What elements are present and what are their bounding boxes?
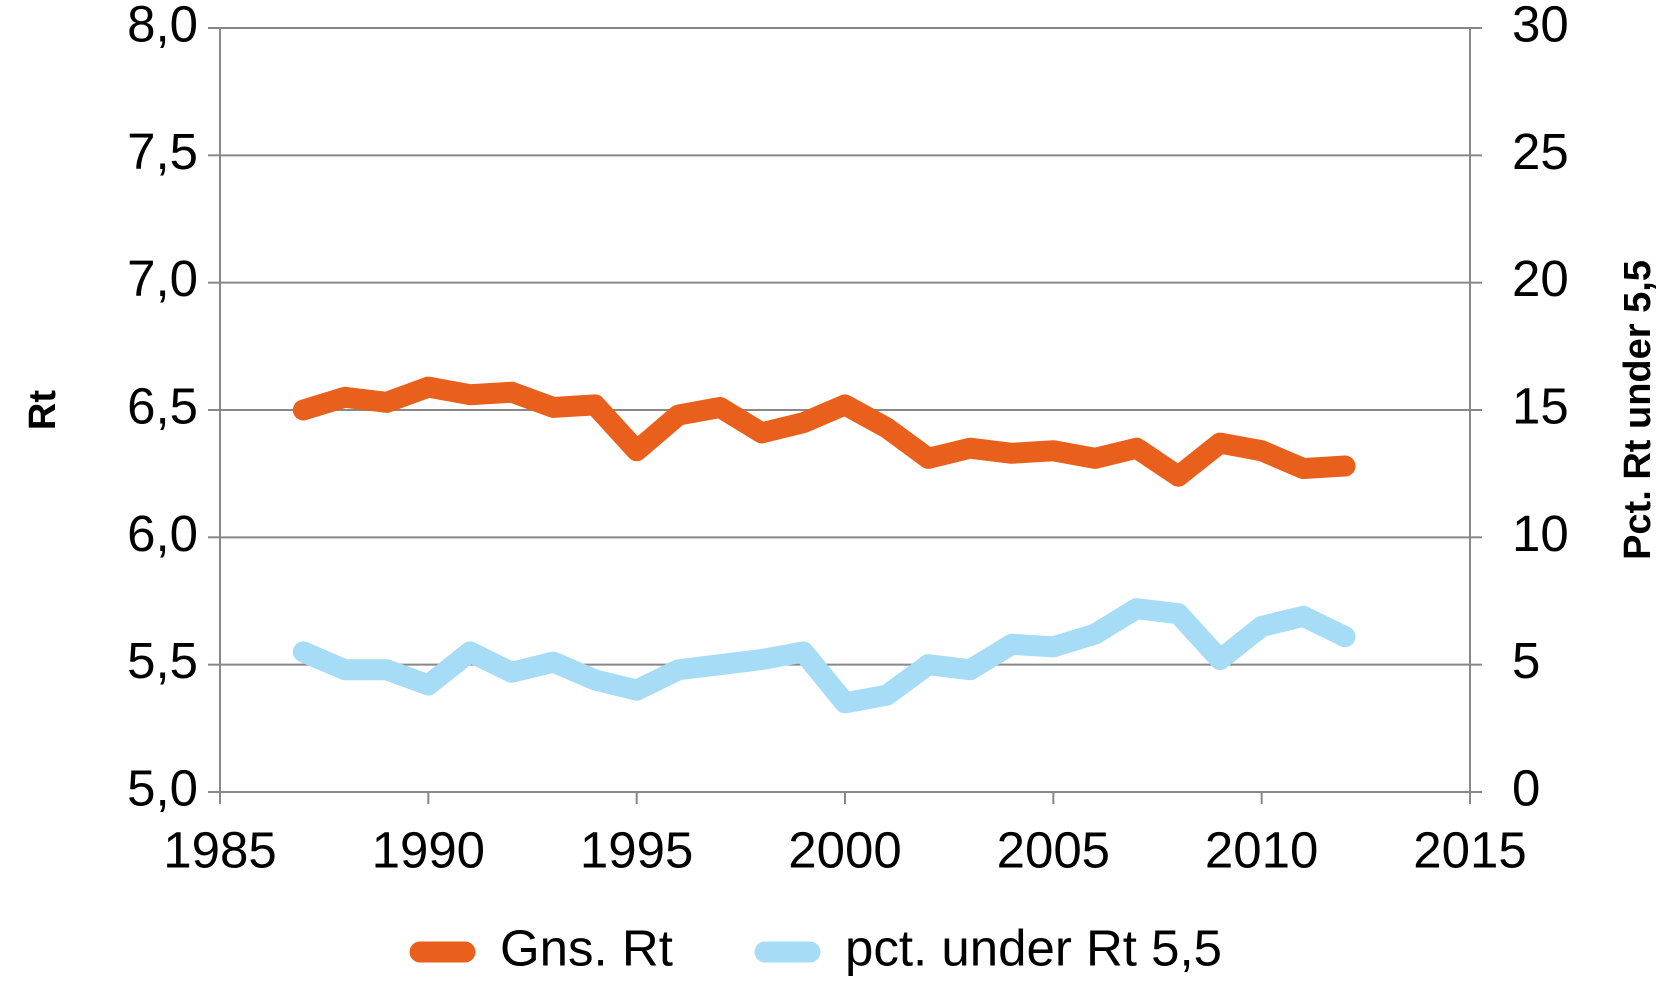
y2-tick-label: 10 — [1512, 505, 1569, 562]
y-axis-title: Rt — [22, 390, 64, 430]
y-tick-label: 7,0 — [127, 250, 198, 307]
x-tick-label: 2000 — [788, 821, 901, 878]
y2-tick-label: 0 — [1512, 759, 1540, 816]
x-tick-label: 2015 — [1413, 821, 1526, 878]
y-tick-label: 7,5 — [127, 123, 198, 180]
y-tick-label: 6,0 — [127, 505, 198, 562]
y-tick-label: 6,5 — [127, 377, 198, 434]
x-tick-label: 1990 — [372, 821, 485, 878]
y-tick-label: 5,0 — [127, 759, 198, 816]
y2-tick-label: 5 — [1512, 632, 1540, 689]
x-tick-label: 2010 — [1205, 821, 1318, 878]
x-tick-label: 1995 — [580, 821, 693, 878]
y2-tick-label: 15 — [1512, 377, 1569, 434]
legend-label: Gns. Rt — [500, 919, 673, 976]
y-tick-label: 8,0 — [127, 0, 198, 52]
y2-tick-label: 30 — [1512, 0, 1569, 52]
y2-tick-label: 20 — [1512, 250, 1569, 307]
x-tick-label: 2005 — [997, 821, 1110, 878]
legend-label: pct. under Rt 5,5 — [845, 919, 1222, 976]
y2-axis-title: Pct. Rt under 5,5 — [1617, 260, 1659, 560]
y2-tick-label: 25 — [1512, 123, 1569, 180]
x-tick-label: 1985 — [163, 821, 276, 878]
series-line — [292, 598, 1356, 714]
series-line — [292, 376, 1356, 487]
y-tick-label: 5,5 — [127, 632, 198, 689]
